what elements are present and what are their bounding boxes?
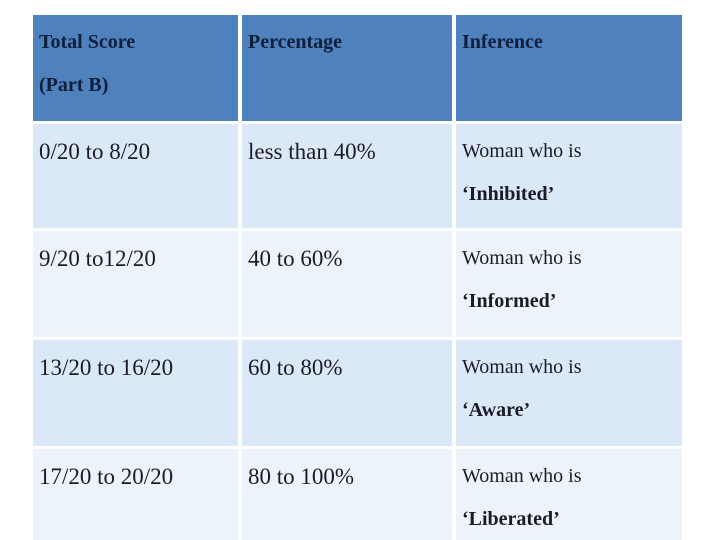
inference-term: ‘Informed’ xyxy=(462,290,557,312)
header-cell-percentage: Percentage xyxy=(242,15,452,121)
header-cell-total-score: Total Score (Part B) xyxy=(33,15,238,121)
percentage-cell: less than 40% xyxy=(242,124,452,228)
header-cell-inference: Inference xyxy=(456,15,682,121)
header-total-score-line1: Total Score xyxy=(39,31,136,53)
score-table: Total Score (Part B) Percentage Inferenc… xyxy=(33,15,684,540)
header-inference-label: Inference xyxy=(462,31,543,53)
score-value: 17/20 to 20/20 xyxy=(39,464,174,489)
inference-term: ‘Aware’ xyxy=(462,399,531,421)
header-total-score-line2: (Part B) xyxy=(39,74,109,96)
score-value: 13/20 to 16/20 xyxy=(39,355,174,380)
percentage-value: 40 to 60% xyxy=(248,246,343,271)
percentage-cell: 60 to 80% xyxy=(242,340,452,446)
score-value: 9/20 to12/20 xyxy=(39,246,156,271)
inference-prefix: Woman who is xyxy=(462,356,582,378)
percentage-value: 80 to 100% xyxy=(248,464,355,489)
score-cell: 13/20 to 16/20 xyxy=(33,340,238,446)
score-cell: 0/20 to 8/20 xyxy=(33,124,238,228)
percentage-cell: 80 to 100% xyxy=(242,449,452,540)
header-percentage-label: Percentage xyxy=(248,31,343,53)
inference-cell: Woman who is ‘Liberated’ xyxy=(456,449,682,540)
inference-prefix: Woman who is xyxy=(462,465,582,487)
inference-cell: Woman who is ‘Aware’ xyxy=(456,340,682,446)
percentage-value: 60 to 80% xyxy=(248,355,343,380)
inference-term: ‘Liberated’ xyxy=(462,508,560,530)
percentage-cell: 40 to 60% xyxy=(242,231,452,337)
inference-prefix: Woman who is xyxy=(462,247,582,269)
inference-prefix: Woman who is xyxy=(462,140,582,162)
score-value: 0/20 to 8/20 xyxy=(39,139,151,164)
score-cell: 17/20 to 20/20 xyxy=(33,449,238,540)
inference-term: ‘Inhibited’ xyxy=(462,183,555,205)
inference-cell: Woman who is ‘Informed’ xyxy=(456,231,682,337)
score-cell: 9/20 to12/20 xyxy=(33,231,238,337)
inference-cell: Woman who is ‘Inhibited’ xyxy=(456,124,682,228)
percentage-value: less than 40% xyxy=(248,139,376,164)
